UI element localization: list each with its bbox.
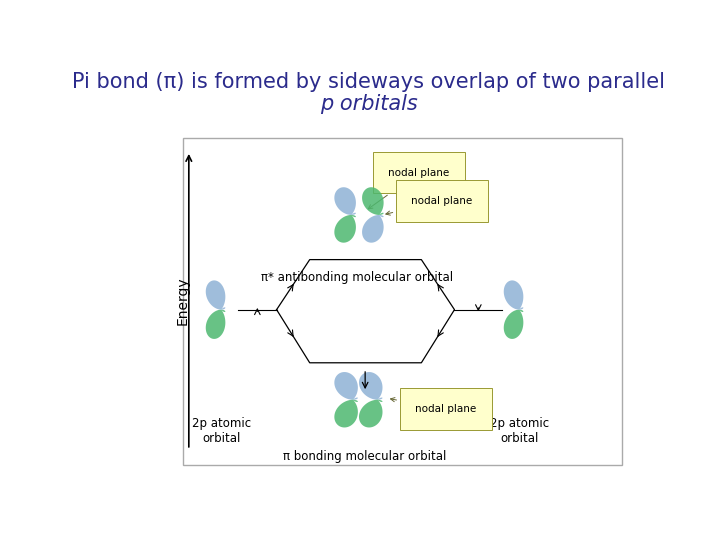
Polygon shape bbox=[334, 400, 358, 428]
Polygon shape bbox=[359, 372, 382, 400]
Text: π bonding molecular orbital: π bonding molecular orbital bbox=[284, 450, 447, 463]
Polygon shape bbox=[362, 187, 384, 215]
Text: nodal plane: nodal plane bbox=[386, 196, 472, 215]
Polygon shape bbox=[334, 187, 356, 215]
Polygon shape bbox=[504, 280, 523, 309]
Text: p orbitals: p orbitals bbox=[320, 94, 418, 114]
Text: nodal plane: nodal plane bbox=[369, 167, 449, 209]
Polygon shape bbox=[334, 215, 356, 242]
Polygon shape bbox=[334, 372, 358, 400]
Text: 2p atomic
orbital: 2p atomic orbital bbox=[192, 417, 251, 445]
Text: π* antibonding molecular orbital: π* antibonding molecular orbital bbox=[261, 271, 454, 284]
Polygon shape bbox=[206, 309, 225, 339]
Polygon shape bbox=[504, 309, 523, 339]
Text: 2p atomic
orbital: 2p atomic orbital bbox=[490, 417, 549, 445]
Bar bbox=[183, 138, 621, 465]
Text: nodal plane: nodal plane bbox=[390, 397, 477, 414]
Polygon shape bbox=[206, 280, 225, 309]
Polygon shape bbox=[359, 400, 382, 428]
Text: Pi bond (π) is formed by sideways overlap of two parallel: Pi bond (π) is formed by sideways overla… bbox=[73, 72, 665, 92]
Text: Energy: Energy bbox=[176, 276, 189, 325]
Polygon shape bbox=[362, 215, 384, 242]
